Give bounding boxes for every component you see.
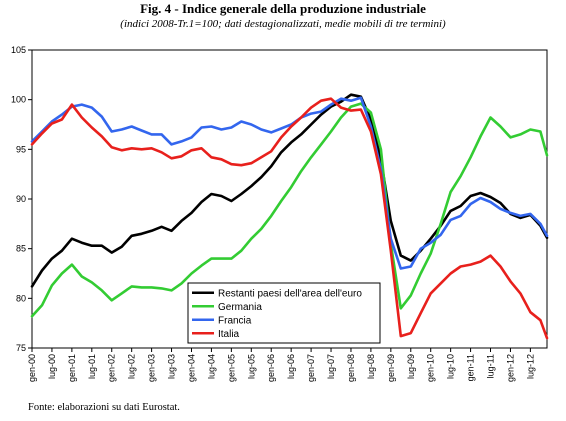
- y-tick-label: 90: [16, 194, 26, 204]
- x-tick-label: gen-10: [426, 354, 436, 382]
- legend-label: Italia: [218, 329, 240, 340]
- x-tick-label: lug-02: [127, 354, 137, 379]
- x-tick-label: lug-01: [87, 354, 97, 379]
- series-lines: [30, 93, 549, 340]
- x-tick-label: gen-07: [306, 354, 316, 382]
- legend-label: Restanti paesi dell'area dell'euro: [218, 288, 362, 299]
- y-tick-label: 95: [16, 144, 26, 154]
- series-line: [30, 102, 549, 318]
- x-tick-label: gen-02: [107, 354, 117, 382]
- legend-box: [187, 282, 381, 344]
- x-tick-label: lug-07: [326, 354, 336, 379]
- x-tick-label: gen-09: [386, 354, 396, 382]
- x-tick-label: gen-01: [67, 354, 77, 382]
- x-tick-label: gen-05: [226, 354, 236, 382]
- x-tick-label: lug-10: [446, 354, 456, 379]
- x-tick-label: gen-11: [466, 354, 476, 381]
- chart-subtitle: (indici 2008-Tr.1=100; dati destagionali…: [120, 18, 446, 30]
- x-tick-label: lug-04: [206, 354, 216, 379]
- series-line: [30, 93, 549, 288]
- x-tick-label: lug-06: [286, 354, 296, 379]
- x-tick-label: lug-08: [366, 354, 376, 379]
- x-tick-label: lug-12: [525, 354, 535, 379]
- x-tick-label: gen-06: [266, 354, 276, 382]
- x-tick-label: lug-03: [167, 354, 177, 379]
- y-tick-label: 75: [16, 343, 26, 353]
- legend-label: Francia: [218, 315, 252, 326]
- y-tick-label: 100: [11, 95, 26, 105]
- y-tick-label: 85: [16, 244, 26, 254]
- y-axis: 75 80 85 90 95 100 105: [11, 45, 32, 353]
- series-line: [30, 97, 549, 340]
- x-tick-label: lug-09: [406, 354, 416, 379]
- source-note: Fonte: elaborazioni su dati Eurostat.: [28, 402, 180, 413]
- legend-label: Germania: [218, 302, 262, 313]
- x-tick-label: lug-11: [486, 354, 496, 378]
- x-tick-label: gen-08: [346, 354, 356, 382]
- y-tick-label: 80: [16, 293, 26, 303]
- x-tick-label: gen-04: [186, 354, 196, 382]
- y-tick-label: 105: [11, 45, 26, 55]
- x-axis: gen-00 lug-00 gen-01 lug-01 gen-02 lug-02 gen-…: [27, 348, 535, 382]
- legend: Restanti paesi dell'area dell'euro German…: [187, 282, 381, 344]
- x-tick-label: gen-03: [147, 354, 157, 382]
- chart-title: Fig. 4 - Indice generale della produzion…: [140, 1, 426, 16]
- x-tick-label: lug-00: [47, 354, 57, 379]
- x-tick-label: lug-05: [246, 354, 256, 379]
- x-tick-label: gen-12: [505, 354, 515, 382]
- x-tick-label: gen-00: [27, 354, 37, 382]
- series-line: [30, 96, 549, 270]
